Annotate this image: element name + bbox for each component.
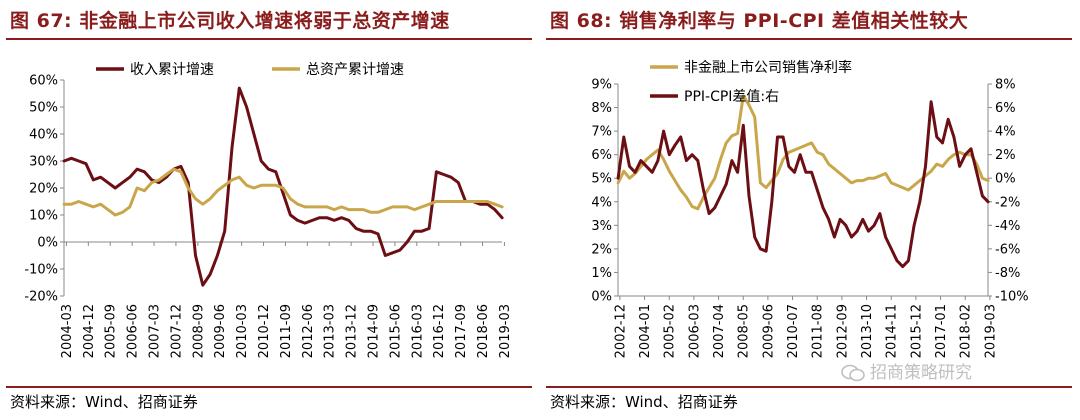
x-tick-label: 2015-06 (388, 304, 403, 358)
y-tick-label: 0% (37, 236, 58, 251)
series-line-1 (62, 86, 504, 287)
x-tick-label: 2002-12 (613, 304, 628, 358)
y-tick-label: 60% (29, 74, 58, 89)
x-tick-label: 2006-06 (126, 304, 141, 358)
right-legend-label-2: PPI-CPI差值:右 (684, 89, 779, 105)
watermark-text: 招商策略研究 (870, 363, 972, 383)
y-tick-label: 9% (591, 78, 612, 93)
x-tick-label: 2019-03 (983, 304, 998, 358)
x-tick-label: 2017-01 (934, 304, 949, 358)
series-line-2 (62, 167, 504, 217)
x-tick-label: 2013-12 (345, 304, 360, 358)
x-tick-label: 2019-03 (498, 304, 513, 358)
x-tick-label: 2011-09 (279, 304, 294, 358)
watermark: 招商策略研究 (840, 358, 972, 383)
right-panel: 图 68: 销售净利率与 PPI-CPI 差值相关性较大 9% 8% 7% 6% 5% 4… (540, 0, 1080, 420)
y-tick-label: 7% (591, 125, 612, 140)
y2-tick-label: -4% (995, 219, 1020, 234)
y2-tick-label: -10% (995, 290, 1029, 305)
x-tick-label: 2006-03 (687, 304, 702, 358)
x-tick-label: 2014-09 (367, 304, 382, 358)
series-line-1 (616, 94, 990, 211)
x-tick-label: 2016-12 (432, 304, 447, 358)
y-tick-label: 4% (591, 195, 612, 210)
right-legend-label-1: 非金融上市公司销售净利率 (684, 59, 852, 76)
x-tick-label: 2004-01 (638, 304, 653, 358)
left-chart-title: 图 67: 非金融上市公司收入增速将弱于总资产增速 (10, 10, 450, 32)
x-tick-label: 2018-02 (959, 304, 974, 358)
left-source-rule (6, 386, 532, 388)
x-tick-label: 2010-03 (235, 304, 250, 358)
x-tick-label: 2011-08 (811, 304, 826, 358)
y-tick-label: 1% (591, 266, 612, 281)
x-tick-label: 2005-02 (663, 304, 678, 358)
x-tick-label: 2010-12 (257, 304, 272, 358)
x-tick-label: 2012-09 (835, 304, 850, 358)
y-tick-label: 6% (591, 148, 612, 163)
right-chart: 9% 8% 7% 6% 5% 4% 3% 2% 1% 0% 8% 6% 4% 2% 0% -2% -4% -6% -… (591, 59, 1029, 358)
y-tick-label: -20% (24, 290, 58, 305)
y-tick-label: 5% (591, 172, 612, 187)
left-source-note: 资料来源：Wind、招商证券 (10, 393, 198, 411)
x-tick-label: 2016-03 (410, 304, 425, 358)
y2-tick-label: 6% (995, 101, 1016, 116)
y2-tick-label: -2% (995, 195, 1020, 210)
x-tick-label: 2017-09 (454, 304, 469, 358)
wechat-icon (841, 364, 865, 382)
left-title-rule (6, 38, 532, 40)
y-tick-label: -10% (24, 263, 58, 278)
y-tick-label: 2% (591, 242, 612, 257)
x-tick-label: 2013-03 (323, 304, 338, 358)
right-chart-title: 图 68: 销售净利率与 PPI-CPI 差值相关性较大 (550, 10, 969, 32)
x-tick-label: 2014-11 (885, 304, 900, 358)
y2-tick-label: 2% (995, 148, 1016, 163)
y-tick-label: 20% (29, 182, 58, 197)
x-tick-label: 2009-06 (761, 304, 776, 358)
x-tick-label: 2008-09 (191, 304, 206, 358)
y-tick-label: 0% (591, 290, 612, 305)
y-tick-label: 40% (29, 128, 58, 143)
left-chart: 60% 50% 40% 30% 20% 10% 0% -10% -20%2004-03 2004-… (24, 62, 513, 358)
x-tick-label: 2010-07 (786, 304, 801, 358)
x-tick-label: 2005-09 (104, 304, 119, 358)
y-tick-label: 3% (591, 219, 612, 234)
x-tick-label: 2007-04 (712, 304, 727, 358)
x-tick-label: 2009-06 (213, 304, 228, 358)
left-legend-label-1: 收入累计增速 (130, 62, 214, 78)
series-line-2 (616, 100, 990, 269)
right-source-note: 资料来源：Wind、招商证券 (550, 393, 738, 411)
x-tick-label: 2008-05 (737, 304, 752, 358)
left-panel: 图 67: 非金融上市公司收入增速将弱于总资产增速 60% 50% 40% 30% 20… (6, 10, 532, 411)
x-tick-label: 2007-12 (169, 304, 184, 358)
right-source-rule (546, 386, 1072, 388)
x-tick-label: 2007-03 (148, 304, 163, 358)
right-title-rule (546, 38, 1072, 40)
y2-tick-label: 8% (995, 78, 1016, 93)
x-tick-label: 2013-10 (860, 304, 875, 358)
x-tick-label: 2015-12 (909, 304, 924, 358)
x-tick-label: 2004-12 (82, 304, 97, 358)
y-tick-label: 10% (29, 209, 58, 224)
y2-tick-label: 4% (995, 125, 1016, 140)
y-tick-label: 8% (591, 101, 612, 116)
left-legend-label-2: 总资产累计增速 (306, 62, 404, 78)
y-tick-label: 50% (29, 101, 58, 116)
x-tick-label: 2004-03 (60, 304, 75, 358)
y2-tick-label: 0% (995, 172, 1016, 187)
x-tick-label: 2018-06 (476, 304, 491, 358)
y-tick-label: 30% (29, 155, 58, 170)
y2-tick-label: -8% (995, 266, 1020, 281)
y2-tick-label: -6% (995, 242, 1020, 257)
x-tick-label: 2012-06 (301, 304, 316, 358)
